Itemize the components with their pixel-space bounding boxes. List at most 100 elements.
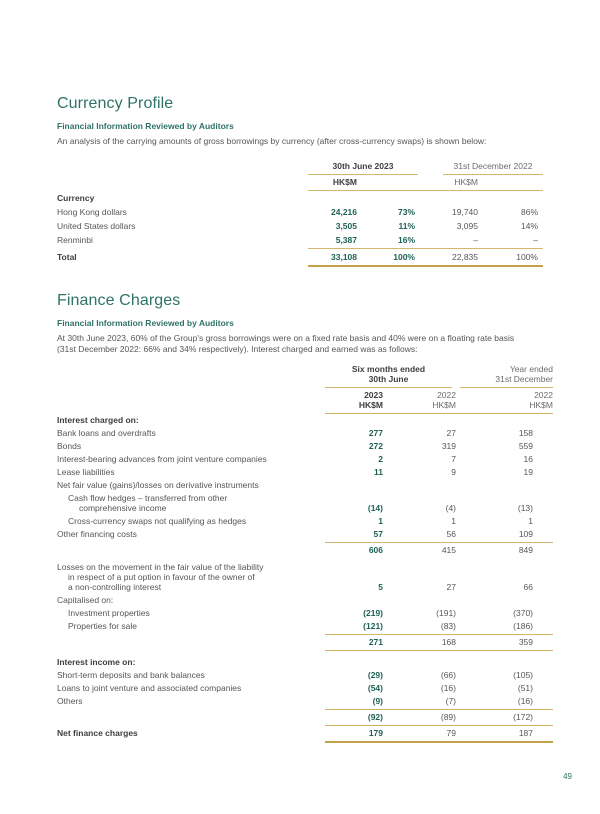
cell-value: 1	[378, 516, 383, 526]
table-rule-heavy	[308, 264, 543, 267]
cell-value: (7)	[445, 696, 456, 706]
cell-value: 79	[446, 728, 456, 738]
currency-profile-section: Currency Profile Financial Information R…	[57, 96, 543, 267]
cell-value: (92)	[367, 712, 383, 722]
cell-value: –	[533, 234, 538, 245]
cell-value: 1	[451, 516, 456, 526]
cell-value: (29)	[367, 670, 383, 680]
table-row: Hong Kong dollars 24,216 73% 19,740 86%	[57, 205, 543, 219]
table-row: 606 415 849	[57, 544, 553, 557]
finance-intro-line-1: At 30th June 2023, 60% of the Group's gr…	[57, 332, 515, 343]
table-row: 271 168 359	[57, 636, 553, 649]
row-label: Cross-currency swaps not qualifying as h…	[68, 516, 247, 526]
cell-value: 27	[446, 582, 456, 592]
finance-table-unit-header: 2023 HK$M 2022 HK$M 2022 HK$M	[57, 388, 553, 414]
cell-value: (105)	[513, 670, 533, 680]
row-label: Interest charged on:	[57, 415, 139, 425]
table-rule	[325, 649, 553, 651]
table-row: Capitalised on:	[57, 594, 553, 607]
page-number: 49	[563, 772, 572, 781]
cell-value: 73%	[397, 206, 415, 217]
cell-value: (54)	[367, 683, 383, 693]
cell-value: 16%	[397, 234, 415, 245]
cell-value: 2	[378, 454, 383, 464]
column-group-31-december-2022: 31st December 2022	[443, 161, 543, 175]
cell-value: 100%	[393, 251, 415, 262]
row-label: Lease liabilities	[57, 467, 115, 477]
section-title-currency-profile: Currency Profile	[57, 95, 174, 112]
table-row: Cross-currency swaps not qualifying as h…	[57, 515, 553, 528]
table-row-total: Net finance charges 179 79 187	[57, 727, 553, 740]
cell-value: (191)	[436, 608, 456, 618]
table-rule	[325, 708, 553, 710]
finance-charges-section: Finance Charges Financial Information Re…	[57, 291, 553, 743]
section-title-finance-charges: Finance Charges	[57, 291, 181, 309]
table-row: Other financing costs 57 56 109	[57, 528, 553, 541]
cell-value: 56	[446, 529, 456, 539]
cell-value: 271	[368, 637, 383, 647]
row-label: United States dollars	[57, 220, 136, 231]
table-row: Investment properties (219) (191) (370)	[57, 607, 553, 620]
table-rule	[325, 541, 553, 543]
cell-value: (186)	[513, 621, 533, 631]
cell-value: (4)	[445, 503, 456, 513]
row-label: Bonds	[57, 441, 82, 451]
auditors-note-finance: Financial Information Reviewed by Audito…	[57, 317, 234, 328]
cell-value: (66)	[440, 670, 456, 680]
cell-value: 415	[441, 545, 456, 555]
table-row: Bank loans and overdrafts 277 27 158	[57, 427, 553, 440]
cell-value: 86%	[520, 206, 538, 217]
row-label: Interest-bearing advances from joint ven…	[57, 454, 267, 464]
row-label: Properties for sale	[68, 621, 137, 631]
row-label: Capitalised on:	[57, 595, 114, 605]
finance-charges-table-body: Interest charged on: Bank loans and overd…	[57, 414, 553, 743]
cell-value: 22,835	[452, 251, 478, 262]
finance-table-group-header: Six months ended 30th June Year ended 31…	[57, 364, 553, 388]
cell-value: –	[473, 234, 478, 245]
cell-value: 14%	[520, 220, 538, 231]
table-row: Interest income on:	[57, 656, 553, 669]
finance-charges-table: Six months ended 30th June Year ended 31…	[57, 364, 553, 743]
cell-value: 57	[373, 529, 383, 539]
row-label: Currency	[57, 192, 95, 203]
cell-value: 109	[518, 529, 533, 539]
row-label: Renminbi	[57, 234, 93, 245]
table-row: Short-term deposits and bank balances (29…	[57, 669, 553, 682]
cell-value: (121)	[363, 621, 383, 631]
cell-value: 16	[523, 454, 533, 464]
cell-value: 9	[451, 467, 456, 477]
cell-value: 27	[446, 428, 456, 438]
table-rule	[325, 633, 553, 635]
row-label: Interest income on:	[57, 657, 136, 667]
cell-value: 3,505	[335, 220, 357, 231]
cell-value: 272	[368, 441, 383, 451]
cell-value: 359	[518, 637, 533, 647]
cell-value: 1	[528, 516, 533, 526]
table-row: Cash flow hedges – transferred from othe…	[57, 492, 553, 515]
row-label: Net finance charges	[57, 728, 138, 738]
cell-value: (219)	[363, 608, 383, 618]
table-rule-heavy	[325, 740, 553, 743]
cell-value: 5	[378, 582, 383, 592]
cell-value: 606	[368, 545, 383, 555]
cell-value: 19,740	[452, 206, 478, 217]
row-label: Total	[57, 251, 77, 262]
currency-intro-text: An analysis of the carrying amounts of g…	[57, 136, 487, 146]
cell-value: 559	[518, 441, 533, 451]
table-row: Bonds 272 319 559	[57, 440, 553, 453]
cell-value: 277	[368, 428, 383, 438]
column-group-30-june-2023: 30th June 2023	[308, 161, 418, 175]
table-row: Loans to joint venture and associated co…	[57, 682, 553, 695]
cell-value: (16)	[440, 683, 456, 693]
row-label: Others	[57, 696, 83, 706]
row-label: Hong Kong dollars	[57, 206, 127, 217]
table-rule	[325, 724, 553, 726]
row-label: Net fair value (gains)/losses on derivat…	[57, 480, 259, 490]
cell-value: 66	[523, 582, 533, 592]
cell-value: 849	[518, 545, 533, 555]
cell-value: 179	[368, 728, 383, 738]
table-rule	[308, 247, 543, 249]
cell-value: 187	[518, 728, 533, 738]
table-row: Lease liabilities 11 9 19	[57, 466, 553, 479]
